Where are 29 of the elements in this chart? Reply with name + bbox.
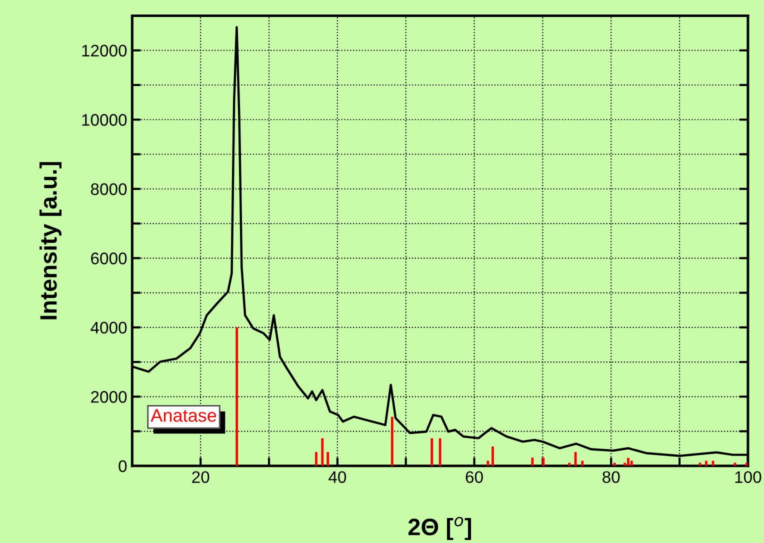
bar (630, 460, 633, 466)
y-tick-label: 8000 (90, 183, 127, 196)
y-tick-label: 2000 (91, 391, 127, 403)
bar (315, 452, 318, 466)
x-tick-label: 80 (602, 471, 620, 483)
x-tick-label: 60 (466, 471, 483, 483)
bar (236, 327, 238, 466)
x-axis-title: 2Θ [$^{o}$] (408, 516, 472, 540)
bar (531, 458, 534, 466)
x-tick-label: 100 (735, 471, 762, 483)
y-tick-label: 4000 (90, 322, 127, 334)
bar (321, 438, 324, 466)
x-tick-label: 40 (328, 471, 346, 483)
bar (705, 460, 708, 466)
bar (438, 438, 442, 466)
bar (627, 458, 630, 466)
bar (492, 446, 494, 466)
bar (581, 460, 584, 466)
bar (712, 460, 714, 466)
y-tick-label: 10000 (82, 114, 127, 126)
x-tick-label: 20 (192, 471, 210, 483)
y-tick-label: 12000 (82, 44, 127, 57)
y-tick-label: 0 (118, 460, 127, 472)
series-label: Anatase (150, 409, 216, 422)
bar (326, 452, 330, 466)
bar (430, 438, 434, 466)
bar (390, 416, 394, 466)
y-axis-title: Intensity [a.u.] (40, 162, 62, 320)
y-tick-label: 6000 (91, 252, 127, 264)
